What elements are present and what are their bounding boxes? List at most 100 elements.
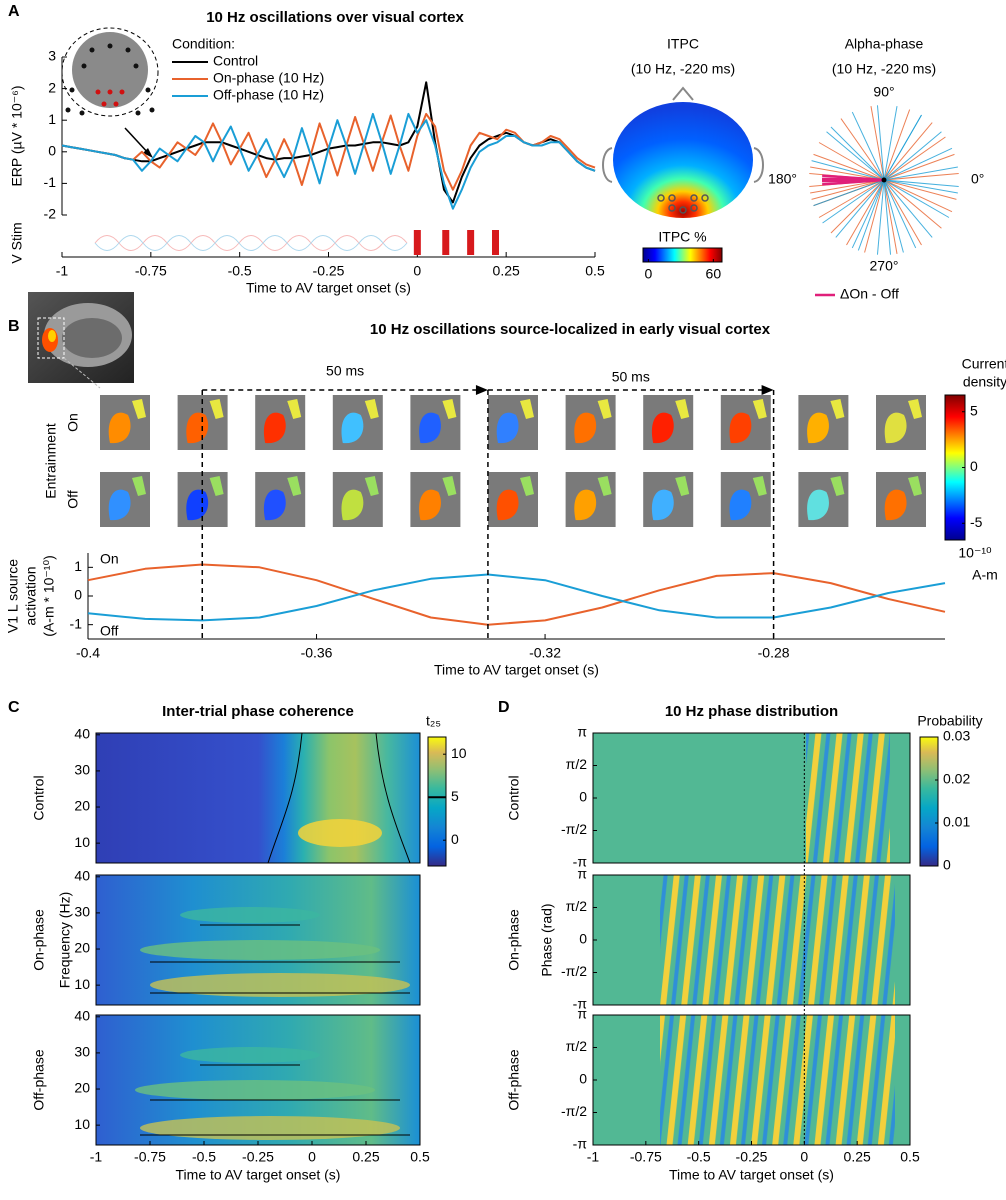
itpc-maps bbox=[96, 732, 420, 1145]
phase-line bbox=[826, 131, 885, 181]
legend-label: ΔOn - Off bbox=[840, 286, 899, 302]
y-tick-label: -π/2 bbox=[561, 1103, 587, 1119]
phase-line bbox=[813, 179, 885, 207]
phase-line bbox=[883, 179, 933, 238]
phase-line bbox=[830, 179, 885, 234]
y-tick-label: 10 bbox=[74, 976, 90, 992]
arrow-head bbox=[761, 385, 774, 395]
x-tick-label: -0.32 bbox=[529, 645, 561, 661]
stim-pulse bbox=[442, 230, 450, 255]
heatmap-frame bbox=[95, 732, 421, 864]
y-tick-label: 30 bbox=[74, 762, 90, 778]
source-blob bbox=[651, 412, 674, 444]
source-blob bbox=[419, 412, 441, 444]
arrow-head bbox=[475, 385, 488, 395]
panel-letter: D bbox=[498, 699, 510, 716]
y-tick-label: -π/2 bbox=[561, 821, 587, 837]
source-blob bbox=[729, 412, 752, 444]
legend-title: Condition: bbox=[172, 36, 235, 52]
phase-line bbox=[883, 122, 933, 181]
x-tick-label: -0.5 bbox=[192, 1149, 216, 1165]
source-strip bbox=[752, 399, 767, 419]
colorbar bbox=[642, 247, 723, 263]
x-tick-label: -0.25 bbox=[242, 1149, 274, 1165]
angle-label: 270° bbox=[870, 258, 899, 274]
phase-line bbox=[846, 179, 885, 246]
series-line bbox=[87, 563, 946, 626]
y-tick-label: 40 bbox=[74, 1008, 90, 1024]
colorbar-label: t₂₅ bbox=[426, 713, 441, 729]
x-tick-label: -1 bbox=[56, 263, 69, 279]
row-label: Control bbox=[506, 775, 522, 820]
y-tick-label: π bbox=[577, 724, 587, 740]
y-tick-label: 1 bbox=[74, 558, 82, 574]
x-tick-label: -0.28 bbox=[758, 645, 790, 661]
brain-overview bbox=[28, 292, 134, 389]
colorbar-tick-label: 0.02 bbox=[943, 771, 970, 787]
phase-line bbox=[883, 109, 911, 181]
y-tick-label: 20 bbox=[74, 940, 90, 956]
source-blob bbox=[108, 412, 131, 444]
source-blob bbox=[496, 412, 519, 444]
source-blob bbox=[186, 489, 209, 521]
series-label: On bbox=[100, 551, 119, 567]
angle-label: 0° bbox=[971, 171, 984, 187]
source-blob bbox=[807, 412, 829, 444]
source-strip bbox=[364, 476, 379, 496]
source-strip bbox=[830, 399, 845, 419]
phase-line bbox=[822, 179, 885, 224]
x-tick-label: -0.75 bbox=[135, 263, 167, 279]
source-strip bbox=[675, 476, 690, 496]
phase-line bbox=[883, 106, 898, 181]
phase-line bbox=[883, 166, 958, 181]
source-blob bbox=[496, 489, 519, 521]
y-tick-label: -π bbox=[573, 854, 588, 870]
source-strip bbox=[209, 476, 224, 496]
y-tick-label: π/2 bbox=[566, 756, 588, 772]
y-tick-label: 20 bbox=[74, 798, 90, 814]
y-tick-label: 0 bbox=[579, 931, 587, 947]
phase-line bbox=[840, 118, 885, 181]
series-line bbox=[61, 81, 596, 204]
y-tick-label: π/2 bbox=[566, 898, 588, 914]
source-blob bbox=[341, 489, 364, 521]
phase-line bbox=[883, 179, 898, 254]
x-tick-label: -0.4 bbox=[76, 645, 100, 661]
source-blob bbox=[108, 489, 131, 521]
stim-pulse bbox=[492, 230, 500, 255]
phase-line bbox=[835, 179, 885, 238]
phase-line bbox=[864, 179, 885, 253]
source-blob bbox=[651, 489, 674, 521]
y-tick-label: 0 bbox=[579, 1071, 587, 1087]
phase-line bbox=[883, 179, 917, 249]
y-tick-label: 30 bbox=[74, 904, 90, 920]
stim-pulse bbox=[467, 230, 475, 255]
x-tick-label: -0.36 bbox=[301, 645, 333, 661]
colorbar-tick-label: 5 bbox=[970, 402, 978, 418]
y-tick-label: 0 bbox=[74, 587, 82, 603]
x-tick-label: 0.5 bbox=[585, 263, 605, 279]
interval-label: 50 ms bbox=[612, 369, 650, 385]
stim-label: V Stim bbox=[9, 222, 25, 263]
angle-label: 90° bbox=[873, 84, 894, 100]
phase-line bbox=[822, 178, 885, 186]
colorbar-tick-label: 0 bbox=[645, 266, 653, 282]
row-label: Off bbox=[65, 490, 81, 509]
source-blob bbox=[574, 489, 597, 521]
source-strip bbox=[132, 399, 146, 419]
y-tick-label: 2 bbox=[48, 79, 56, 95]
source-blob bbox=[574, 412, 597, 444]
colorbar bbox=[427, 736, 447, 867]
row-label: On-phase bbox=[31, 909, 47, 971]
x-tick-label: 0.25 bbox=[352, 1149, 379, 1165]
y-tick-label: π bbox=[577, 1006, 587, 1022]
colorbar-tick-label: 10 bbox=[451, 745, 467, 761]
x-axis-label: Time to AV target onset (s) bbox=[434, 662, 599, 678]
chart-title: ITPC bbox=[667, 36, 699, 52]
phase-line bbox=[883, 179, 922, 246]
phase-line bbox=[876, 179, 885, 255]
source-strip bbox=[442, 399, 457, 419]
y-tick-label: 30 bbox=[74, 1044, 90, 1060]
source-blob bbox=[263, 489, 286, 521]
